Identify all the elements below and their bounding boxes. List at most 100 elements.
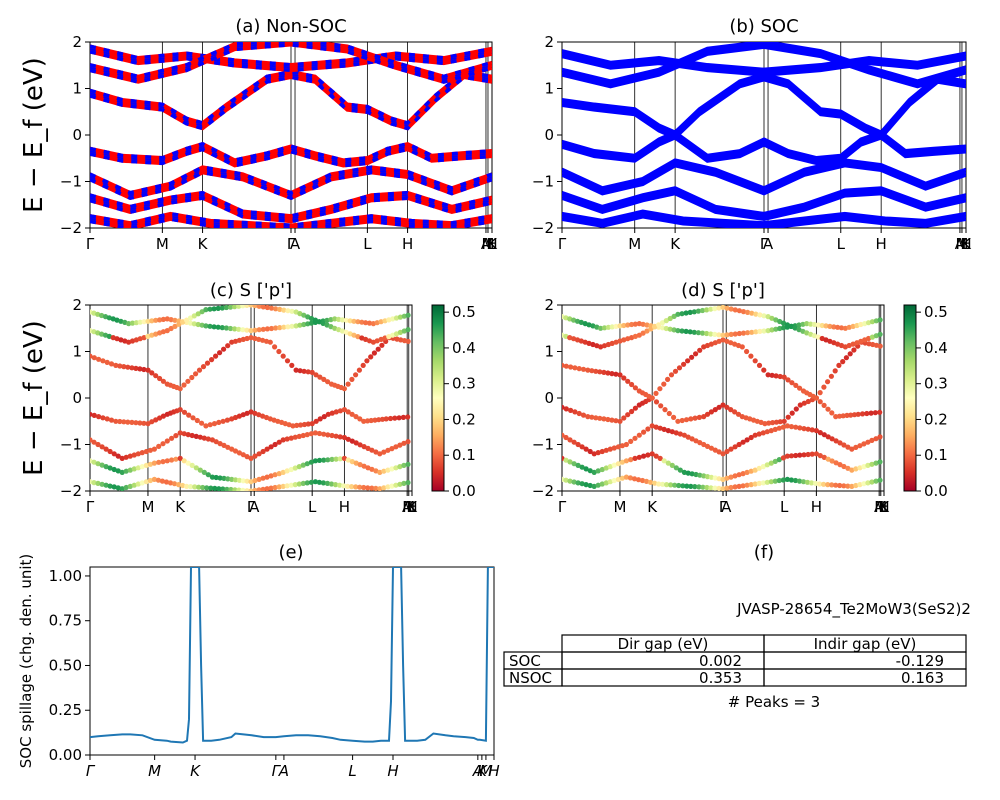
panel-b-xtick-label: Γ [558,235,567,253]
scatter-point [377,451,383,457]
colorbar-tick-label: 0.1 [452,446,476,464]
scatter-point [345,381,351,387]
scatter-point [219,305,225,311]
panel-e-xtick-label: Γ [86,762,96,780]
scatter-point [605,416,611,423]
scatter-point [821,384,827,390]
scatter-point [123,484,129,491]
scatter-point [835,324,841,330]
scatter-point [133,420,139,426]
scatter-point [215,324,221,330]
scatter-point [294,422,300,428]
panel-c-xtick-label: H [339,498,350,516]
scatter-point [373,485,379,491]
scatter-point [232,338,239,344]
scatter-point [811,333,818,339]
scatter-point [149,370,155,376]
panel-c-xtick-label: A [402,498,413,516]
scatter-point [748,353,754,359]
scatter-point [772,458,778,464]
scatter-point [99,481,105,487]
scatter-point [757,312,763,318]
scatter-point [181,431,187,437]
scatter-point [145,318,151,324]
scatter-point [343,329,349,335]
panel-c-xtick-label: M [402,498,415,516]
scatter-point [728,306,734,312]
band-line [562,49,966,72]
scatter-point [756,431,762,437]
scatter-point [160,459,166,465]
scatter-point [817,481,823,487]
colorbar-tick-label: 0.0 [924,482,948,500]
panel-d-xtick-label: K [879,498,890,516]
scatter-point [137,319,143,325]
scatter-point [256,476,262,482]
scatter-point [385,484,391,490]
scatter-point [304,461,310,467]
scatter-point [813,480,819,486]
scatter-point [675,418,681,424]
scatter-point [91,412,97,418]
scatter-point [272,441,278,448]
band-line [562,158,966,190]
scatter-point [168,317,174,323]
scatter-point [195,311,201,317]
scatter-point [126,339,132,345]
scatter-point [129,338,136,344]
scatter-point [244,488,250,491]
scatter-point [832,368,838,374]
panel-b-xtick-label: A [955,235,966,253]
scatter-point [587,448,593,455]
scatter-point [221,475,227,481]
scatter-point [172,323,178,329]
band-line [562,132,966,163]
panel-b-ytick-label: 0 [544,126,554,144]
scatter-point [761,328,767,334]
scatter-point [256,305,262,309]
scatter-point [200,364,207,370]
scatter-point [872,410,879,416]
scatter-point [260,486,266,491]
scatter-point [838,342,845,349]
scatter-point [405,327,411,333]
scatter-point [599,448,605,455]
scatter-point [405,312,411,318]
scatter-point [752,358,758,364]
scatter-point [679,311,685,317]
scatter-point [289,308,295,314]
scatter-point [317,374,323,380]
scatter-point [349,411,355,417]
scatter-point [280,353,286,359]
scatter-point [861,464,867,470]
scatter-point [673,430,679,436]
scatter-point [567,478,573,484]
panel-a-xtick-label: K [198,235,209,253]
panel-b-ytick-label: −1 [532,173,554,191]
scatter-point [260,337,266,343]
scatter-point [321,376,327,382]
scatter-point [708,409,715,415]
scatter-point [877,343,883,349]
panel-b-xtick-label: M [955,235,968,253]
scatter-point [171,481,178,487]
scatter-point [571,479,577,485]
scatter-point [157,317,163,323]
scatter-point [240,327,246,333]
scatter-point [301,368,307,374]
scatter-point [793,406,799,412]
scatter-point [172,317,178,323]
scatter-point [664,482,670,488]
scatter-point [223,325,229,331]
scatter-point [145,367,151,373]
scatter-point [131,452,137,458]
scatter-point [563,406,569,412]
scatter-point [190,415,196,421]
scatter-point [641,429,647,435]
scatter-point [720,332,726,338]
scatter-point [209,474,215,480]
scatter-point [817,390,823,396]
scatter-point [96,414,102,420]
